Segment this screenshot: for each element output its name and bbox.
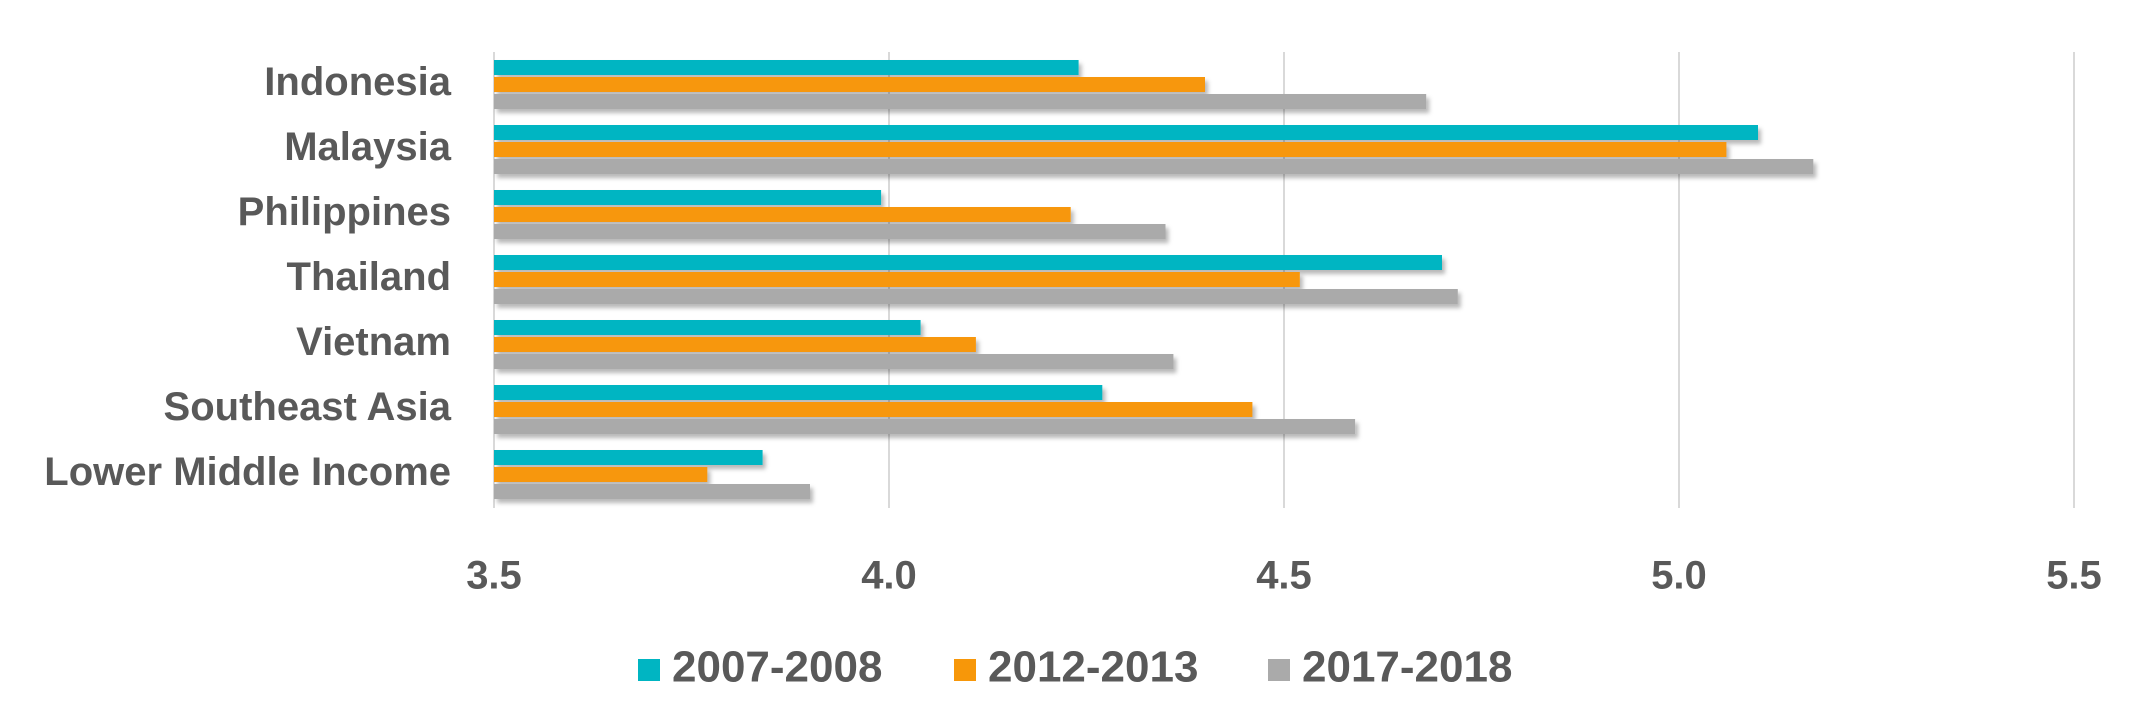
- bar-1-2: [494, 159, 1814, 174]
- legend-swatch: [954, 659, 976, 681]
- bar-6-0: [494, 450, 763, 465]
- bar-4-2: [494, 354, 1174, 369]
- bar-1-1: [494, 142, 1727, 157]
- bar-5-2: [494, 419, 1356, 434]
- category-label: Southeast Asia: [164, 385, 452, 429]
- bar-0-1: [494, 77, 1205, 92]
- category-label: Vietnam: [296, 320, 451, 364]
- bar-2-2: [494, 224, 1166, 239]
- category-label: Thailand: [287, 255, 451, 299]
- bar-6-1: [494, 467, 708, 482]
- x-tick-label: 4.0: [861, 554, 917, 598]
- x-tick-label: 4.5: [1256, 554, 1312, 598]
- bar-2-0: [494, 190, 882, 205]
- bar-6-2: [494, 484, 810, 499]
- legend-swatch: [638, 659, 660, 681]
- bar-3-2: [494, 289, 1458, 304]
- category-label: Indonesia: [264, 60, 451, 104]
- bar-2-1: [494, 207, 1071, 222]
- x-axis-tick-labels: 3.5 4.0 4.5 5.0 5.5: [466, 554, 2102, 598]
- x-tick-label: 5.5: [2046, 554, 2102, 598]
- legend-label: 2007-2008: [672, 643, 882, 692]
- legend-label: 2017-2018: [1302, 643, 1512, 692]
- bar-1-0: [494, 125, 1758, 140]
- category-label: Lower Middle Income: [44, 450, 451, 494]
- category-labels: Indonesia Malaysia Philippines Thailand Viet…: [44, 60, 451, 494]
- bars: [494, 60, 1814, 499]
- x-tick-label: 3.5: [466, 554, 522, 598]
- bar-3-0: [494, 255, 1442, 270]
- category-label: Malaysia: [284, 125, 452, 169]
- bar-5-0: [494, 385, 1103, 400]
- legend: 2007-2008 2012-2013 2017-2018: [638, 643, 1512, 692]
- legend-label: 2012-2013: [988, 643, 1198, 692]
- bar-5-1: [494, 402, 1253, 417]
- bar-4-1: [494, 337, 976, 352]
- bar-4-0: [494, 320, 921, 335]
- x-tick-label: 5.0: [1651, 554, 1707, 598]
- legend-swatch: [1268, 659, 1290, 681]
- bar-0-0: [494, 60, 1079, 75]
- category-label: Philippines: [238, 190, 451, 234]
- bar-3-1: [494, 272, 1300, 287]
- bar-0-2: [494, 94, 1427, 109]
